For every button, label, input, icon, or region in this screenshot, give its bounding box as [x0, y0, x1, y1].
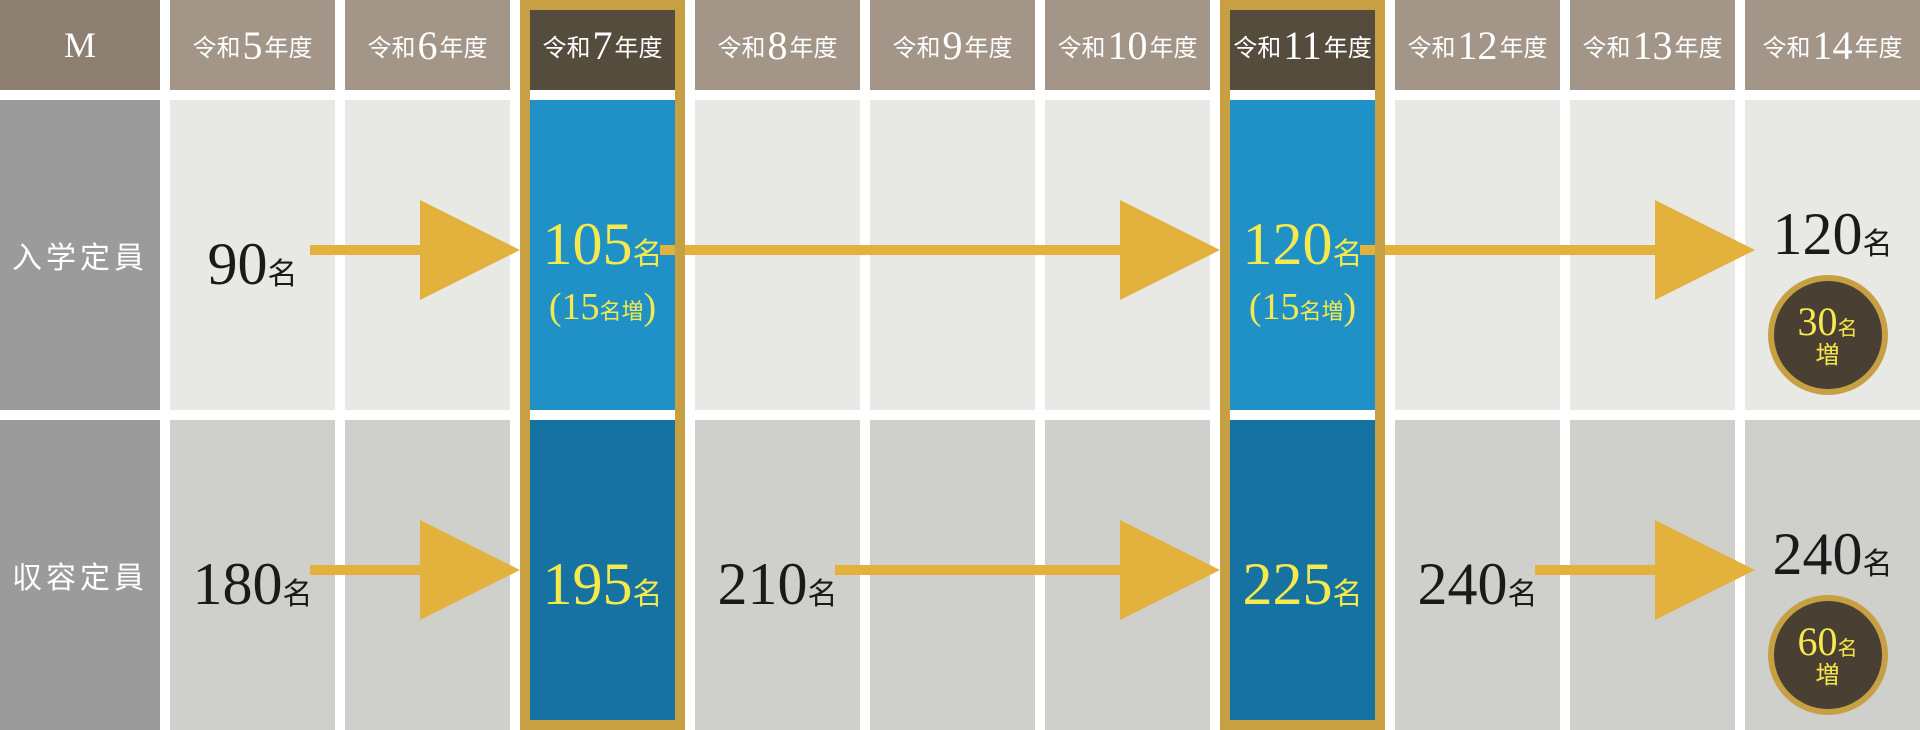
row-label-capacity: 収容定員 [0, 410, 170, 730]
body-cell [1045, 410, 1220, 730]
value-label: 105名(15名増) [543, 210, 663, 329]
body-cell: 90名 [170, 90, 345, 410]
value-label: 240名 [1418, 550, 1538, 619]
header-year: 令和10年度 [1045, 0, 1220, 90]
body-cell [1570, 90, 1745, 410]
value-label: 180名 [193, 550, 313, 619]
header-year: 令和14年度 [1745, 0, 1920, 90]
increase-badge: 60名 増 [1768, 595, 1888, 715]
header-year: 令和13年度 [1570, 0, 1745, 90]
header-year: 令和5年度 [170, 0, 345, 90]
body-cell [1045, 90, 1220, 410]
body-cell: 210名 [695, 410, 870, 730]
body-cell [695, 90, 870, 410]
header-year: 令和8年度 [695, 0, 870, 90]
header-year-highlight: 令和7年度 [520, 0, 695, 90]
row-label-admission: 入学定員 [0, 90, 170, 410]
value-label: 225名 [1243, 550, 1363, 619]
body-cell-highlight: 105名(15名増) [520, 90, 695, 410]
body-cell [345, 90, 520, 410]
header-year-highlight: 令和11年度 [1220, 0, 1395, 90]
body-cell-highlight: 195名 [520, 410, 695, 730]
capacity-table: M 令和5年度 令和6年度 令和7年度 令和8年度 令和9年度 令和10年度 令… [0, 0, 1920, 730]
value-label: 90名 [208, 230, 298, 299]
value-label: 120名(15名増) [1243, 210, 1363, 329]
body-cell-highlight: 225名 [1220, 410, 1395, 730]
body-cell [870, 90, 1045, 410]
body-cell [1395, 90, 1570, 410]
increase-badge: 30名 増 [1768, 275, 1888, 395]
header-year: 令和9年度 [870, 0, 1045, 90]
body-cell: 240名 [1395, 410, 1570, 730]
body-cell [1570, 410, 1745, 730]
value-label: 120名 [1773, 200, 1893, 269]
header-year: 令和6年度 [345, 0, 520, 90]
body-cell [345, 410, 520, 730]
body-cell-highlight: 120名(15名増) [1220, 90, 1395, 410]
header-year: 令和12年度 [1395, 0, 1570, 90]
body-cell [870, 410, 1045, 730]
corner-cell: M [0, 0, 170, 90]
body-cell: 180名 [170, 410, 345, 730]
value-label: 195名 [543, 550, 663, 619]
value-label: 240名 [1773, 520, 1893, 589]
value-label: 210名 [718, 550, 838, 619]
